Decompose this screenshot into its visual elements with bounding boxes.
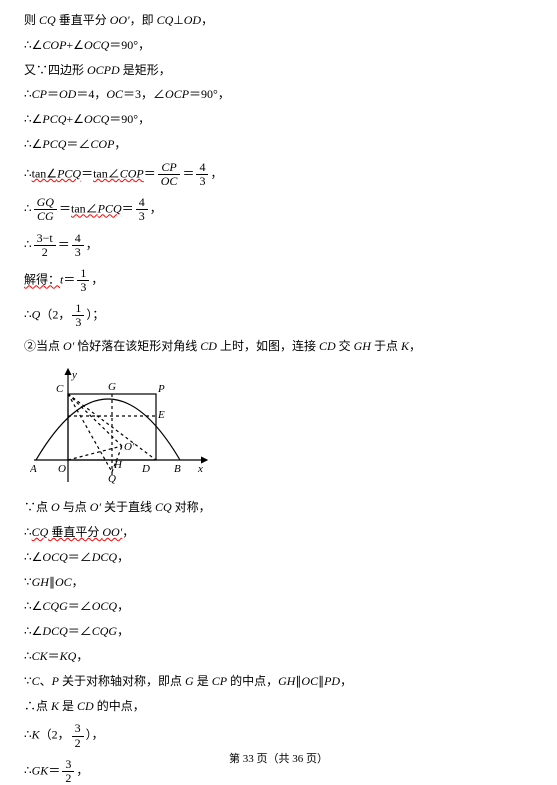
equation-line: ∴3−t2＝43， (24, 232, 533, 259)
pt-g: G (108, 381, 116, 393)
text-line: ∴∠DCQ＝∠CQG， (24, 623, 533, 640)
text-line: ∴CP＝OD＝4，OC＝3，∠OCP＝90°， (24, 86, 533, 103)
geometry-figure: y x A O C G P E D B H Q O' (30, 366, 208, 484)
text-line: ∴∠OCQ＝∠DCQ， (24, 549, 533, 566)
text-line: ∴CQ 垂直平分 OO'， (24, 524, 533, 541)
text-line: ∴∠PCQ+∠OCQ＝90°， (24, 111, 533, 128)
pt-o: O (58, 463, 66, 475)
pt-a: A (30, 463, 37, 475)
text-line: ∴∠PCQ＝∠COP， (24, 136, 533, 153)
text-line: ∴Q（2，13）； (24, 302, 533, 329)
pt-h: H (113, 459, 123, 471)
pt-d: D (141, 463, 150, 475)
text-line: 则 CQ 垂直平分 OO'，即 CQ⊥OD， (24, 12, 533, 29)
text-line: 解得：t＝13， (24, 267, 533, 294)
text-line: ∵C、P 关于对称轴对称，即点 G 是 CP 的中点，GH∥OC∥PD， (24, 673, 533, 690)
pt-e: E (157, 409, 165, 421)
equation-line: ∴tan∠PCQ＝tan∠COP＝CPOC＝43， (24, 161, 533, 188)
pt-b: B (174, 463, 181, 475)
text-line: ∴CK＝KQ， (24, 648, 533, 665)
pt-p: P (157, 383, 165, 395)
pt-c: C (56, 383, 64, 395)
text-line: ∵点 O 与点 O' 关于直线 CQ 对称， (24, 499, 533, 516)
page-footer: 第 33 页（共 36 页） (0, 752, 557, 767)
text-line: ∴点 K 是 CD 的中点， (24, 698, 533, 715)
text-line: 又∵四边形 OCPD 是矩形， (24, 62, 533, 79)
pt-q: Q (108, 473, 116, 484)
text-line: ∴∠CQG＝∠OCQ， (24, 598, 533, 615)
axis-label-x: x (197, 463, 203, 475)
text-line: ∴K（2，32）， (24, 722, 533, 749)
axis-label-y: y (71, 369, 77, 381)
pt-op: O' (124, 441, 135, 453)
text-line: ∴∠COP+∠OCQ＝90°， (24, 37, 533, 54)
text-line: ∵GH∥OC， (24, 574, 533, 591)
text-line: ②当点 O' 恰好落在该矩形对角线 CD 上时，如图，连接 CD 交 GH 于点… (24, 338, 533, 355)
equation-line: ∴GQCG＝tan∠PCQ＝43， (24, 196, 533, 223)
